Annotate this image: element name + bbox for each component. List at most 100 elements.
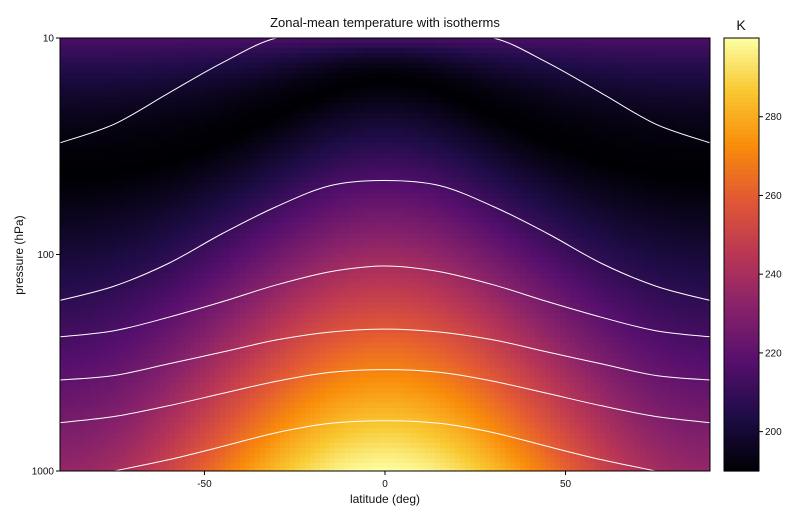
heat-cell bbox=[460, 118, 466, 124]
heat-cell bbox=[135, 78, 141, 84]
heat-cell bbox=[90, 188, 96, 194]
heat-cell bbox=[615, 88, 621, 94]
heat-cell bbox=[515, 138, 521, 144]
heat-cell bbox=[120, 93, 126, 99]
heat-cell bbox=[240, 213, 246, 219]
heat-cell bbox=[695, 108, 701, 114]
heat-cell bbox=[415, 88, 421, 94]
heat-cell bbox=[505, 113, 511, 119]
heat-cell bbox=[225, 143, 231, 149]
heat-cell bbox=[675, 178, 681, 184]
heat-cell bbox=[305, 108, 311, 114]
heat-cell bbox=[330, 223, 336, 229]
heat-cell bbox=[305, 223, 311, 229]
heat-cell bbox=[535, 153, 541, 159]
heat-cell bbox=[245, 58, 251, 64]
heat-cell bbox=[290, 123, 296, 129]
heat-cell bbox=[450, 153, 456, 159]
heat-cell bbox=[85, 188, 91, 194]
heat-cell bbox=[220, 153, 226, 159]
heat-cell bbox=[570, 103, 576, 109]
heat-cell bbox=[645, 163, 651, 169]
heat-cell bbox=[120, 153, 126, 159]
heat-cell bbox=[230, 168, 236, 174]
heat-cell bbox=[75, 133, 81, 139]
heat-cell bbox=[100, 73, 106, 79]
heat-cell bbox=[355, 38, 361, 44]
heat-cell bbox=[90, 148, 96, 154]
heat-cell bbox=[630, 208, 636, 214]
heat-cell bbox=[585, 128, 591, 134]
heat-cell bbox=[620, 193, 626, 199]
heat-cell bbox=[410, 193, 416, 199]
heat-cell bbox=[240, 103, 246, 109]
heat-cell bbox=[180, 78, 186, 84]
heat-cell bbox=[445, 148, 451, 154]
heat-cell bbox=[480, 178, 486, 184]
heat-cell bbox=[215, 113, 221, 119]
heat-cell bbox=[505, 193, 511, 199]
heat-cell bbox=[355, 68, 361, 74]
heat-cell bbox=[325, 98, 331, 104]
heat-cell bbox=[455, 173, 461, 179]
heat-cell bbox=[85, 183, 91, 189]
heat-cell bbox=[290, 128, 296, 134]
heat-cell bbox=[105, 108, 111, 114]
heat-cell bbox=[65, 93, 71, 99]
heat-cell bbox=[600, 43, 606, 49]
heat-cell bbox=[380, 223, 386, 229]
heat-cell bbox=[310, 208, 316, 214]
heat-cell bbox=[65, 208, 71, 214]
heat-cell bbox=[290, 68, 296, 74]
heat-cell bbox=[175, 63, 181, 69]
heat-cell bbox=[290, 143, 296, 149]
heat-cell bbox=[170, 118, 176, 124]
heat-cell bbox=[80, 48, 86, 54]
heat-cell bbox=[450, 43, 456, 49]
heat-cell bbox=[665, 93, 671, 99]
heat-cell bbox=[95, 228, 101, 234]
heat-cell bbox=[110, 228, 116, 234]
heat-cell bbox=[210, 63, 216, 69]
heat-cell bbox=[160, 208, 166, 214]
heat-cell bbox=[640, 103, 646, 109]
heat-cell bbox=[470, 43, 476, 49]
heat-cell bbox=[470, 38, 476, 44]
heat-cell bbox=[435, 168, 441, 174]
heat-cell bbox=[625, 153, 631, 159]
heat-cell bbox=[440, 208, 446, 214]
heat-cell bbox=[370, 203, 376, 209]
heat-cell bbox=[215, 93, 221, 99]
heat-cell bbox=[370, 213, 376, 219]
heat-cell bbox=[170, 53, 176, 59]
heat-cell bbox=[395, 133, 401, 139]
heat-cell bbox=[665, 113, 671, 119]
heat-cell bbox=[170, 183, 176, 189]
heat-cell bbox=[445, 128, 451, 134]
heat-cell bbox=[310, 158, 316, 164]
heat-cell bbox=[670, 73, 676, 79]
heat-cell bbox=[560, 173, 566, 179]
heat-cell bbox=[450, 198, 456, 204]
heat-cell bbox=[615, 43, 621, 49]
heat-cell bbox=[145, 173, 151, 179]
heat-cell bbox=[255, 228, 261, 234]
heat-cell bbox=[540, 168, 546, 174]
heat-cell bbox=[80, 108, 86, 114]
heat-cell bbox=[315, 128, 321, 134]
heat-cell bbox=[370, 138, 376, 144]
heat-cell bbox=[580, 63, 586, 69]
heat-cell bbox=[475, 133, 481, 139]
heat-cell bbox=[380, 88, 386, 94]
heat-cell bbox=[80, 208, 86, 214]
heat-cell bbox=[500, 168, 506, 174]
heat-cell bbox=[100, 188, 106, 194]
heat-cell bbox=[400, 123, 406, 129]
heat-cell bbox=[560, 198, 566, 204]
heat-cell bbox=[660, 38, 666, 44]
heat-cell bbox=[330, 103, 336, 109]
heat-cell bbox=[150, 228, 156, 234]
heat-cell bbox=[110, 118, 116, 124]
heat-cell bbox=[470, 68, 476, 74]
heat-cell bbox=[385, 148, 391, 154]
